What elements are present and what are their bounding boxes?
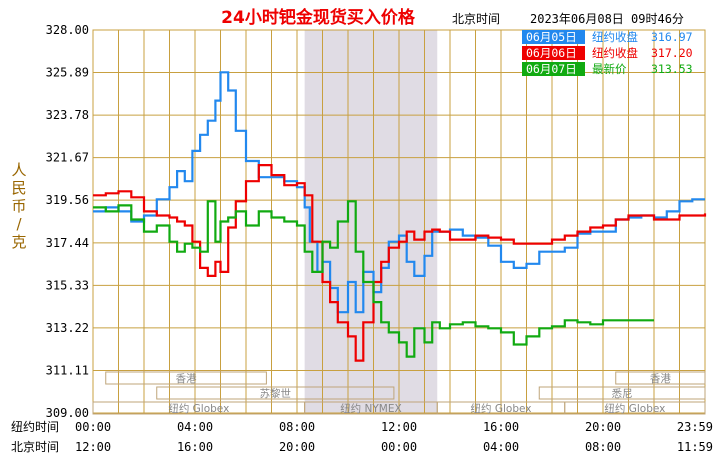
market-bar [105,371,267,385]
y-tick-label: 323.78 [46,108,89,122]
y-tick-label: 311.11 [46,363,89,377]
x-tick-label: 04:00 [483,440,519,454]
header-timezone: 北京时间 [452,12,500,26]
x-tick-label: 23:59 [677,420,713,434]
legend-value: 313.53 [651,62,693,76]
ylabel-char: 币 [11,197,26,215]
x-tick-label: 11:59 [677,440,713,454]
x-tick-label: 20:00 [279,440,315,454]
y-tick-label: 325.89 [46,66,89,80]
series-line [93,164,707,362]
market-label: 纽约 Globex [604,402,665,415]
legend-value: 316.97 [651,30,693,44]
x-tick-label: 08:00 [279,420,315,434]
x-tick-label: 08:00 [585,440,621,454]
x-row-label: 纽约时间 [11,419,59,434]
legend-date-bg [522,46,585,60]
market-label: 香港 [650,373,671,385]
market-label: 悉尼 [612,388,633,400]
legend-value: 317.20 [651,46,693,60]
market-bar [538,386,706,400]
ylabel-char: 克 [11,233,26,251]
y-axis-label: 人民币/克 [11,161,26,251]
x-tick-label: 16:00 [177,440,213,454]
header-timestamp: 2023年06月08日 09时46分 [530,12,684,26]
market-label: 苏黎世 [260,387,292,400]
x-tick-label: 00:00 [381,440,417,454]
x-row-label: 北京时间 [11,440,59,454]
legend-label: 纽约收盘 [592,46,638,60]
y-tick-label: 319.56 [46,193,89,207]
x-tick-label: 16:00 [483,420,519,434]
nymex-band [304,30,438,413]
market-bar [156,386,395,400]
x-tick-label: 00:00 [75,420,111,434]
chart-title: 24小时钯金现货买入价格 [221,7,416,28]
ylabel-vertical: 人民币/克 [11,161,26,251]
y-tick-label: 309.00 [46,406,89,420]
ylabel-char: / [16,215,22,233]
legend-date: 06月06日 [526,46,577,60]
y-tick-label: 328.00 [46,23,89,37]
y-tick-label: 315.33 [46,278,89,292]
nymex-session-shade [304,30,438,413]
series-line [93,71,705,314]
ylabel-char: 人 [11,161,26,179]
x-tick-label: 12:00 [75,440,111,454]
x-tick-label: 04:00 [177,420,213,434]
y-tick-label: 317.44 [46,236,89,250]
x-tick-label: 20:00 [585,420,621,434]
x-tick-label: 12:00 [381,420,417,434]
y-tick-label: 313.22 [46,321,89,335]
chart-grid [92,29,706,414]
legend-date-bg [522,62,585,76]
legend-date: 06月05日 [526,30,577,44]
market-bar [564,401,706,415]
legend-label: 纽约收盘 [592,30,638,44]
legend-date: 06月07日 [526,62,577,76]
market-label: 纽约 Globex [471,402,532,415]
market-label: 纽约 Globex [168,402,229,415]
legend-label: 最新价 [592,62,627,76]
ylabel-char: 民 [11,179,26,197]
price-series [93,71,707,362]
market-bar [615,371,706,385]
market-label: 纽约 NYMEX [340,402,402,415]
series-line [93,200,654,358]
legend-date-bg [522,30,585,44]
market-label: 香港 [176,373,197,385]
axes: 328.00 325.89 323.78 321.67 319.56 317.44 315.… [11,23,713,454]
y-tick-label: 321.67 [46,151,89,165]
